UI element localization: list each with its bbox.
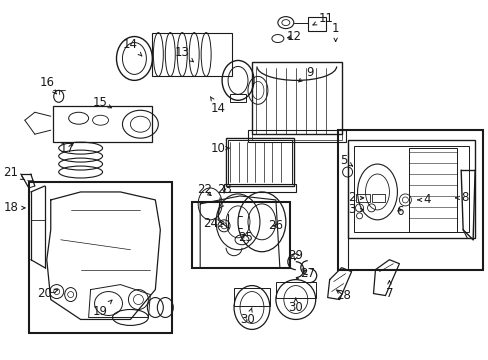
Text: 8: 8 [455,192,468,204]
Bar [337,130,482,270]
Bar [225,138,293,186]
Text: 18: 18 [3,201,25,215]
Bar [227,140,291,184]
Text: 14: 14 [210,96,225,115]
Bar [307,17,325,31]
Text: 25: 25 [238,231,253,244]
Text: 1: 1 [331,22,339,41]
Text: 19: 19 [93,300,112,318]
Text: 28: 28 [335,289,350,302]
Text: 3: 3 [347,203,363,216]
Bar [192,202,289,268]
Text: 22: 22 [196,184,211,197]
Bar [353,146,468,232]
Text: 24: 24 [202,217,223,230]
Bar [371,194,385,202]
Text: 11: 11 [312,12,332,25]
Text: 12: 12 [285,30,301,43]
Text: 14: 14 [122,38,142,56]
Bar [152,32,232,76]
Bar [408,148,456,232]
Text: 23: 23 [216,184,231,197]
Text: 30: 30 [240,307,255,326]
Text: 21: 21 [3,166,24,180]
Text: 7: 7 [385,281,392,300]
Text: 13: 13 [174,46,193,62]
Text: 5: 5 [339,154,352,167]
Bar [53,106,152,142]
Text: 17: 17 [59,141,74,155]
Bar [29,182,172,333]
Bar [251,62,341,134]
Text: 27: 27 [300,267,315,280]
Bar [275,282,315,298]
Bar [347,140,474,238]
Bar [234,288,269,306]
Text: 16: 16 [39,76,56,94]
Bar [247,130,345,142]
Bar [224,184,295,192]
Bar [355,194,369,202]
Text: 10: 10 [210,141,228,155]
Text: 6: 6 [395,205,402,219]
Text: 26: 26 [268,219,283,232]
Text: 20: 20 [37,287,58,300]
Text: 15: 15 [93,96,111,109]
Text: 4: 4 [417,193,430,206]
Bar [229,94,245,102]
Text: 30: 30 [288,298,303,314]
Text: 29: 29 [288,249,303,262]
Text: 2: 2 [347,192,363,204]
Bar [251,134,341,140]
Text: 9: 9 [298,66,313,82]
